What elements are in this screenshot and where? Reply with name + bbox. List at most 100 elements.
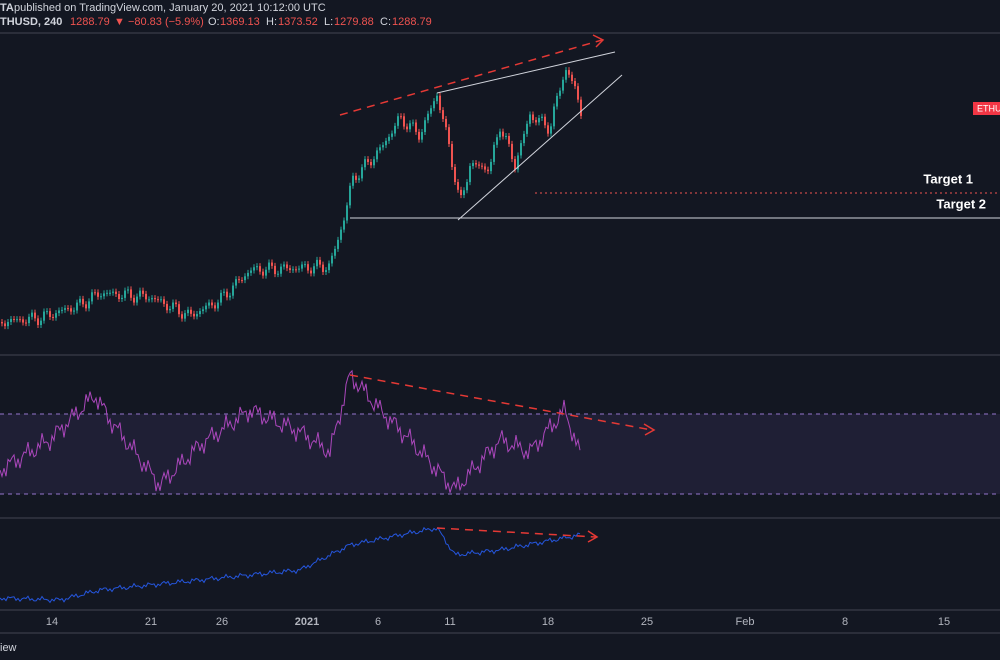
candle-body [556, 95, 558, 107]
candle-body [202, 309, 204, 312]
candle-body [127, 289, 129, 291]
candle-body [541, 116, 543, 119]
candle-body [205, 305, 207, 310]
candle-body [559, 90, 561, 96]
candle-body [154, 298, 156, 300]
candle-body [349, 185, 351, 206]
time-label: 26 [216, 616, 228, 628]
candle-body [370, 161, 372, 166]
rsi-line [0, 369, 581, 493]
candle-body [172, 302, 174, 309]
time-label: 15 [938, 616, 950, 628]
time-label: 2021 [295, 616, 319, 628]
candle-body [238, 279, 240, 281]
candle-body [49, 311, 51, 317]
candle-body [190, 309, 192, 314]
candle-body [31, 312, 33, 317]
time-label: 6 [375, 616, 381, 628]
candle-body [73, 310, 75, 312]
candle-body [124, 290, 126, 298]
candle-body [424, 120, 426, 133]
candle-body [571, 74, 573, 82]
arrow [592, 34, 605, 48]
candle-body [100, 296, 102, 298]
time-label: 18 [542, 616, 554, 628]
candle-body [460, 189, 462, 196]
candle-body [148, 299, 150, 301]
candle-body [526, 123, 528, 134]
candle-body [229, 295, 231, 298]
candle-body [433, 101, 435, 109]
candle-body [88, 301, 90, 309]
c-label: C: [380, 16, 391, 28]
candle-body [196, 314, 198, 317]
candle-body [400, 116, 402, 118]
change: ▼ −80.83 (−5.9%) [114, 16, 204, 28]
candle-body [538, 118, 540, 123]
candle-body [403, 116, 405, 127]
candle-body [223, 291, 225, 293]
candle-body [445, 118, 447, 128]
candle-body [376, 150, 378, 160]
candle-body [37, 318, 39, 326]
candle-body [499, 131, 501, 138]
divergence-line [349, 374, 653, 431]
candle-body [481, 165, 483, 167]
candle-body [346, 205, 348, 221]
candle-body [304, 264, 306, 266]
close: 1288.79 [392, 16, 432, 28]
candle-body [253, 267, 255, 271]
candle-body [274, 265, 276, 275]
candle-body [136, 296, 138, 303]
price-tag-bg [973, 102, 1000, 115]
candle-body [532, 114, 534, 121]
footer: iew [0, 642, 17, 654]
candle-body [193, 313, 195, 317]
candle-body [184, 313, 186, 319]
o-label: O: [208, 16, 220, 28]
candle-body [478, 164, 480, 166]
candle-body [94, 292, 96, 294]
candle-body [103, 293, 105, 297]
candle-body [256, 266, 258, 268]
candle-body [160, 299, 162, 301]
candle-body [451, 143, 453, 167]
trend-line [457, 74, 623, 221]
candle-body [106, 292, 108, 294]
candle-body [517, 155, 519, 170]
candle-body [388, 136, 390, 141]
candle-body [112, 291, 114, 293]
candle-body [475, 163, 477, 165]
candle-body [418, 131, 420, 140]
candle-body [211, 302, 213, 306]
time-label: Feb [736, 616, 755, 628]
candle-body [466, 182, 468, 191]
candle-body [313, 266, 315, 274]
candle-body [502, 131, 504, 137]
candle-body [574, 81, 576, 87]
candle-body [544, 116, 546, 126]
candle-body [10, 318, 12, 322]
candle-body [364, 159, 366, 168]
candle-body [217, 302, 219, 309]
candle-body [259, 266, 261, 272]
time-label: 21 [145, 616, 157, 628]
candle-body [91, 292, 93, 302]
candle-body [463, 190, 465, 196]
candle-body [142, 290, 144, 294]
candle-body [421, 132, 423, 140]
candle-body [79, 298, 81, 303]
candle-body [373, 159, 375, 166]
low: 1279.88 [334, 16, 374, 28]
symbol: THUSD, 240 [0, 16, 62, 28]
candle-body [367, 159, 369, 162]
candle-body [139, 290, 141, 297]
candle-body [292, 269, 294, 271]
rsi-band [0, 414, 1000, 494]
candle-body [427, 113, 429, 121]
candle-body [262, 271, 264, 276]
candle-body [247, 272, 249, 277]
candle-body [232, 285, 234, 296]
